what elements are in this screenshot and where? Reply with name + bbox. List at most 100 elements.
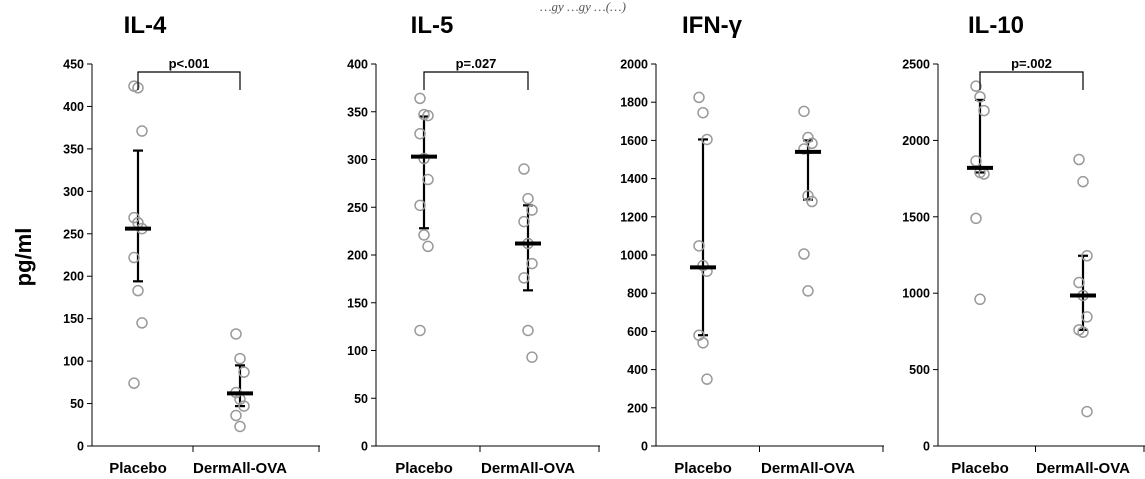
y-tick-label: 1500 [902,210,930,224]
y-tick-label: 500 [909,363,930,377]
panel-title: IL-5 [411,12,454,39]
category-label: DermAll-OVA [193,460,287,477]
y-tick-label: 100 [63,355,84,369]
category-label: Placebo [951,460,1009,477]
y-tick-label: 300 [63,185,84,199]
data-point [697,337,709,349]
data-point [526,204,538,216]
panel-title: IFN-γ [682,12,743,39]
data-point [518,215,530,228]
data-point [132,284,144,297]
data-point [414,127,426,140]
panel-4: IL-10 0 500 1000 1500 2000 2500 Placebo DermAll-… [902,12,1145,477]
data-point [1081,405,1093,418]
y-tick-label: 400 [63,100,84,114]
y-tick-label: 450 [63,58,84,72]
y-tick-label: 250 [347,201,368,215]
y-axis-label: pg/ml [11,228,36,287]
y-tick-label: 350 [347,105,368,119]
y-tick-label: 250 [63,227,84,241]
p-value-label: p=.002 [1011,56,1052,71]
y-tick-label: 100 [347,344,368,358]
category-label: Placebo [674,460,732,477]
y-tick-label: 2000 [620,58,648,72]
data-point [418,229,430,241]
page-header-text: …gy …gy …(…) [540,0,626,14]
y-tick-label: 400 [347,58,368,72]
p-value-label: p=.027 [456,56,497,71]
y-tick-label: 1200 [620,210,648,224]
category-label: Placebo [109,460,167,477]
data-point [414,199,426,212]
data-point [701,133,713,146]
category-label: DermAll-OVA [761,460,855,477]
y-tick-label: 2500 [902,58,930,72]
y-tick-label: 1800 [620,96,648,110]
y-tick-label: 2000 [902,134,930,148]
data-point [1073,276,1085,289]
y-tick-label: 50 [70,397,84,411]
data-point [693,240,705,252]
y-tick-label: 350 [63,142,84,156]
data-point [970,80,982,92]
y-tick-label: 200 [347,249,368,263]
data-point [1081,250,1093,262]
p-value-label: p<.001 [169,56,210,71]
data-point [422,173,434,186]
data-point [806,137,818,150]
data-point [802,190,814,202]
data-point [238,366,250,378]
data-point [136,125,148,137]
data-point [693,91,705,104]
data-point [798,143,810,155]
y-tick-label: 0 [641,440,648,454]
data-point [522,192,534,205]
data-point [518,163,530,175]
y-tick-label: 200 [627,401,648,415]
y-tick-label: 0 [361,440,368,454]
data-point [1077,326,1089,338]
y-tick-label: 0 [77,440,84,454]
category-label: Placebo [395,460,453,477]
category-label: DermAll-OVA [1036,460,1130,477]
data-point [978,104,990,117]
y-tick-label: 1600 [620,134,648,148]
y-tick-label: 150 [347,296,368,310]
panel-3: IFN-γ 0 200 400 600 800 1000 1200 1400 1600 1800 20… [620,12,884,477]
data-point [701,373,713,385]
category-label: DermAll-OVA [481,460,575,477]
y-tick-label: 300 [347,153,368,167]
data-point [697,106,709,119]
data-point [526,257,538,270]
data-point [798,105,810,118]
chart-panels: IL-4 0 50 100 150 200 250 300 350 400 450 Placebo De… [63,12,1145,477]
y-tick-label: 150 [63,312,84,326]
data-point [798,248,810,260]
data-point [802,131,814,144]
data-point [230,328,242,340]
data-point [806,195,818,208]
data-point [1081,311,1093,323]
data-point [128,377,140,389]
panel-2: IL-5 0 50 100 150 200 250 300 350 400 Placebo DermA… [347,12,600,477]
data-point [136,317,148,329]
data-point [230,409,242,422]
panel-title: IL-10 [968,12,1024,39]
data-point [974,293,986,306]
data-point [238,400,250,412]
data-point [422,240,434,253]
data-point [414,324,426,337]
significance-bracket [137,71,241,90]
y-tick-label: 50 [354,392,368,406]
data-point [234,352,246,365]
y-tick-label: 600 [627,325,648,339]
y-tick-label: 1000 [902,287,930,301]
significance-bracket [979,71,1084,90]
data-point [414,92,426,105]
panel-1: IL-4 0 50 100 150 200 250 300 350 400 450 Placebo De… [63,12,320,477]
data-point [128,251,140,264]
data-point [522,324,534,337]
data-point [422,109,434,122]
data-point [974,91,986,103]
